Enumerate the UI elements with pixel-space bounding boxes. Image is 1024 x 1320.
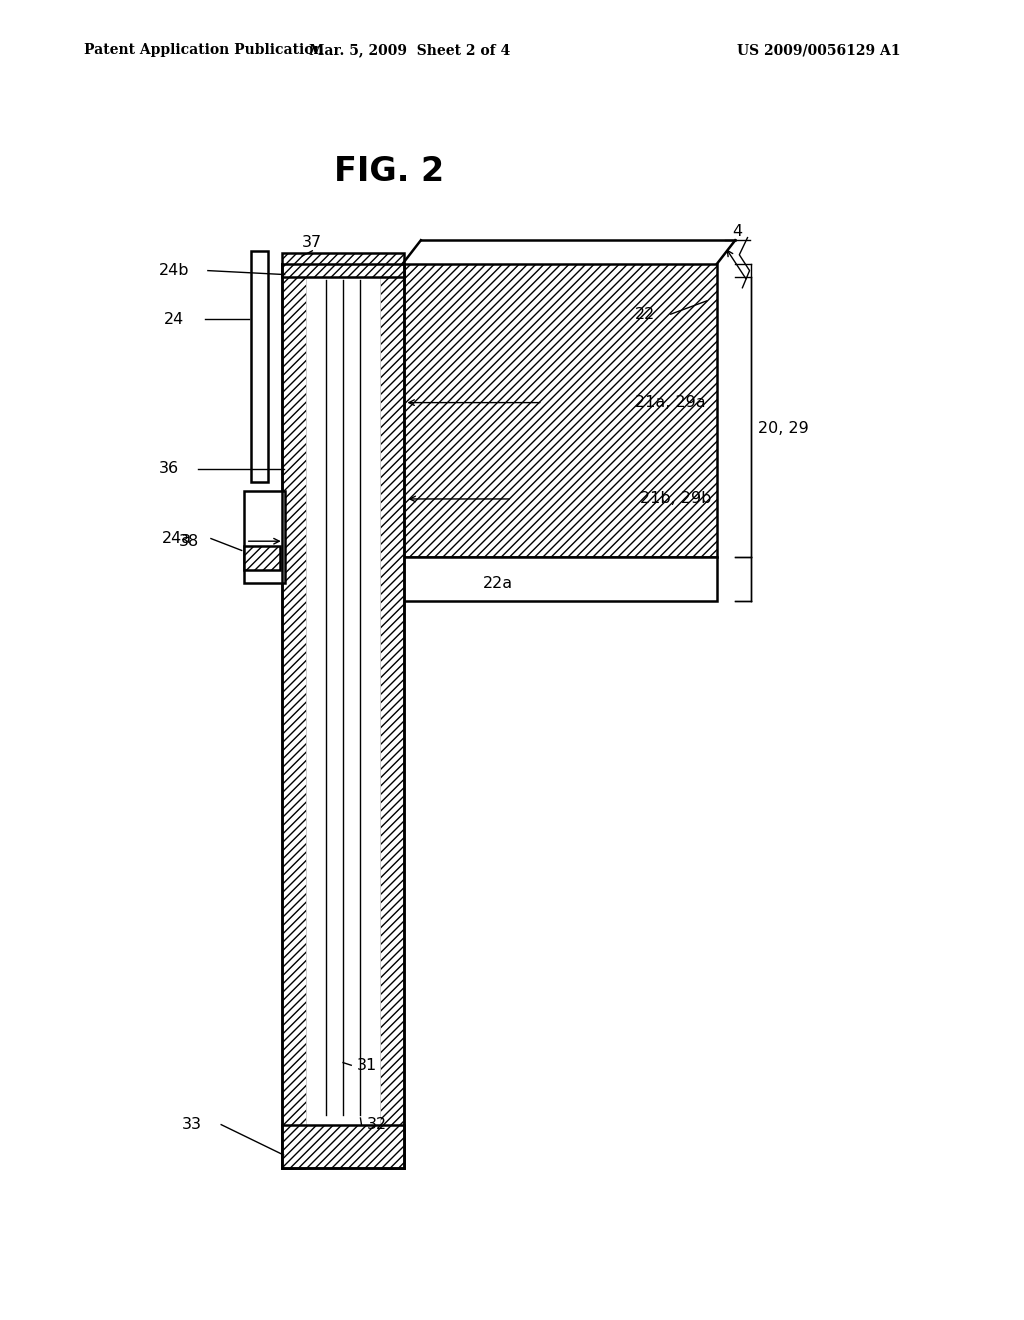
Text: 20, 29: 20, 29 — [758, 421, 809, 437]
Text: 38: 38 — [179, 533, 200, 549]
Text: 24b: 24b — [159, 263, 189, 279]
Polygon shape — [402, 557, 717, 601]
Polygon shape — [379, 264, 404, 1168]
Text: 24: 24 — [164, 312, 184, 327]
Text: 37: 37 — [302, 235, 323, 251]
Polygon shape — [251, 251, 268, 482]
Text: US 2009/0056129 A1: US 2009/0056129 A1 — [737, 44, 901, 57]
Text: 36: 36 — [159, 461, 179, 477]
Polygon shape — [282, 1125, 404, 1168]
Text: 4: 4 — [732, 223, 742, 239]
Text: Patent Application Publication: Patent Application Publication — [84, 44, 324, 57]
Text: 31: 31 — [356, 1057, 377, 1073]
Text: 22: 22 — [635, 306, 655, 322]
Polygon shape — [402, 264, 717, 557]
Polygon shape — [307, 264, 379, 1168]
Polygon shape — [244, 491, 285, 583]
Text: FIG. 2: FIG. 2 — [334, 154, 444, 187]
Polygon shape — [282, 253, 404, 277]
Text: 33: 33 — [182, 1117, 203, 1133]
Text: Mar. 5, 2009  Sheet 2 of 4: Mar. 5, 2009 Sheet 2 of 4 — [309, 44, 510, 57]
Polygon shape — [244, 546, 280, 570]
Text: 22a: 22a — [483, 576, 513, 591]
Polygon shape — [282, 264, 307, 1168]
Text: 24a: 24a — [162, 531, 191, 546]
Text: 32: 32 — [367, 1117, 387, 1133]
Text: 21b, 29b: 21b, 29b — [640, 491, 712, 507]
Text: 21a, 29a: 21a, 29a — [635, 395, 706, 411]
